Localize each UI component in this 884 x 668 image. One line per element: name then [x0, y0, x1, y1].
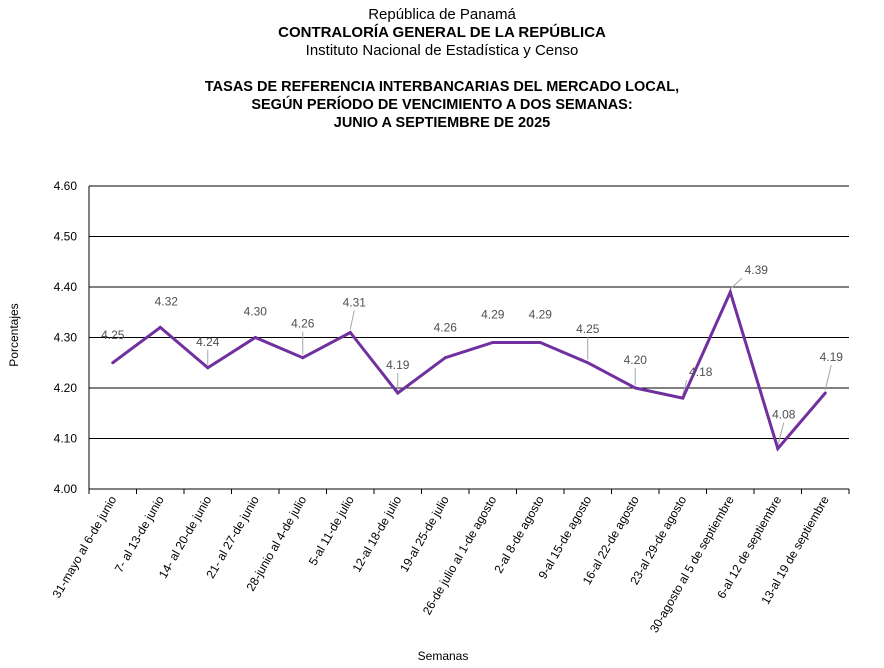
data-label-leader	[729, 277, 743, 290]
data-label: 4.18	[689, 365, 713, 379]
data-label: 4.25	[101, 328, 125, 342]
data-label-leader	[349, 310, 355, 330]
chart-title-line-1: TASAS DE REFERENCIA INTERBANCARIAS DEL M…	[204, 79, 680, 95]
data-label: 4.19	[820, 350, 844, 364]
report-header: República de Panamá CONTRALORÍA GENERAL …	[0, 6, 884, 60]
y-tick-label: 4.00	[54, 482, 78, 496]
y-tick-label: 4.50	[54, 230, 78, 244]
country-name: República de Panamá	[368, 6, 516, 23]
data-label: 4.29	[481, 308, 505, 322]
data-point	[348, 330, 352, 334]
series-line-path	[111, 287, 827, 452]
x-tick-label: 19-al 25-de julio	[397, 493, 452, 574]
data-point	[586, 361, 590, 365]
data-point	[206, 366, 210, 370]
data-label: 4.26	[291, 317, 315, 331]
chart-title-line-3: JUNIO A SEPTIEMBRE DE 2025	[333, 115, 551, 131]
x-tick-label: 7- al 13-de junio	[112, 493, 167, 575]
data-label-leader	[682, 379, 688, 396]
x-tick-label: 31-mayo al 6-de junio	[50, 493, 120, 600]
y-tick-labels: 4.00 4.10 4.20 4.30 4.40 4.50 4.60	[54, 179, 78, 496]
chart-title-line-2: SEGÚN PERÍODO DE VENCIMIENTO A DOS SEMAN…	[251, 97, 633, 113]
data-label: 4.30	[244, 305, 268, 319]
data-label: 4.25	[576, 322, 600, 336]
x-tick-label: 30-agosto al 5 de septiembre	[647, 493, 737, 635]
x-tick-label: 12-al 18-de julio	[350, 493, 405, 574]
y-tick-label: 4.30	[54, 331, 78, 345]
y-tick-label: 4.10	[54, 432, 78, 446]
x-tick-label: 21- al 27-de junio	[203, 493, 262, 581]
data-label: 4.32	[155, 294, 179, 308]
data-point	[776, 447, 780, 451]
x-tick-label: 2-al 8-de agosto	[491, 493, 547, 575]
data-point	[823, 391, 827, 395]
data-point	[538, 341, 542, 345]
y-tick-label: 4.40	[54, 280, 78, 294]
series-line	[111, 287, 827, 452]
data-point	[443, 356, 447, 360]
data-label: 4.39	[745, 263, 769, 277]
data-labels: 4.25 4.32 4.24 4.30 4.26 4.31 4.19 4.26 4.29 4.29…	[101, 263, 843, 422]
data-label-leaders	[207, 277, 832, 446]
data-label: 4.31	[343, 295, 367, 309]
data-label-leader	[824, 364, 832, 391]
data-point	[158, 325, 162, 329]
x-tick-label: 5-al 11-de julio	[306, 493, 357, 568]
data-point	[253, 336, 257, 339]
data-label: 4.29	[529, 308, 553, 322]
data-point	[301, 356, 305, 360]
institution-name: CONTRALORÍA GENERAL DE LA REPÚBLICA	[278, 24, 606, 41]
data-label: 4.24	[196, 335, 220, 349]
y-tick-label: 4.60	[54, 179, 78, 193]
data-label: 4.08	[772, 408, 796, 422]
institute-name: Instituto Nacional de Estadística y Cens…	[305, 42, 579, 59]
x-tick-label: 14- al 20-de junio	[156, 493, 215, 581]
y-tick-label: 4.20	[54, 381, 78, 395]
gridlines	[89, 185, 849, 490]
data-point	[633, 386, 637, 390]
data-point	[396, 391, 400, 395]
x-axis-title: Semanas	[418, 649, 469, 663]
y-axis-title: Porcentajes	[7, 303, 21, 366]
data-label: 4.20	[624, 353, 648, 367]
data-point	[681, 396, 685, 400]
data-point	[111, 361, 115, 365]
data-point	[728, 290, 732, 294]
data-label: 4.19	[386, 358, 410, 372]
axes	[88, 186, 850, 494]
data-label: 4.26	[434, 321, 458, 335]
data-point	[491, 341, 495, 345]
data-label-leader	[777, 422, 785, 446]
chart-title: TASAS DE REFERENCIA INTERBANCARIAS DEL M…	[0, 78, 884, 132]
